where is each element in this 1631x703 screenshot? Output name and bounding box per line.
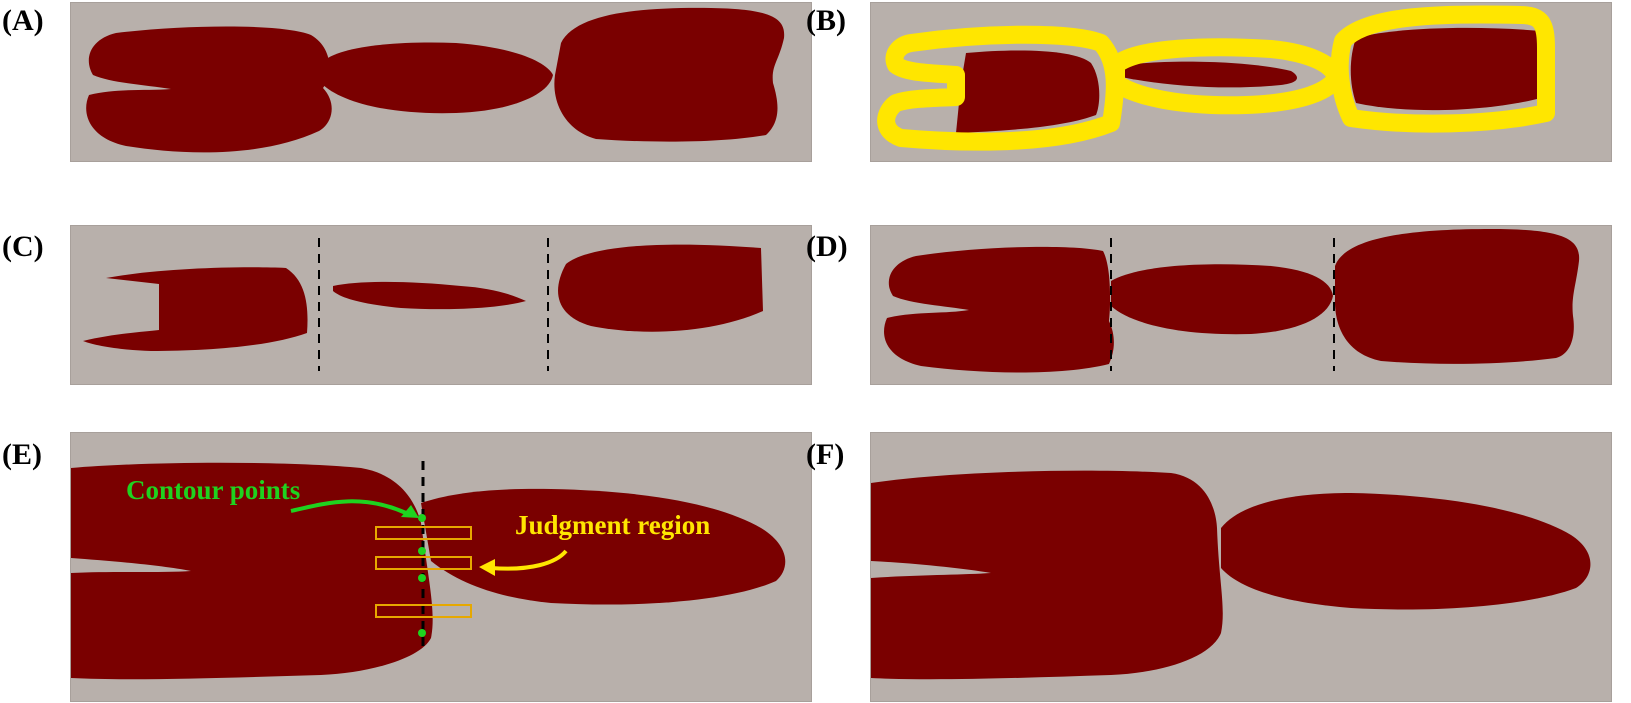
blob-right-eroded bbox=[558, 244, 763, 332]
blob-middle bbox=[321, 42, 553, 114]
blob-right-separated bbox=[1221, 493, 1591, 610]
blob-right-split bbox=[1334, 229, 1580, 364]
blob-middle-split bbox=[1111, 264, 1333, 335]
panel-d-canvas bbox=[884, 229, 1580, 373]
judgment-region-annotation: Judgment region bbox=[515, 510, 711, 540]
panel-b-canvas bbox=[877, 5, 1555, 151]
yellow-arrowhead bbox=[479, 559, 495, 576]
panel-d bbox=[870, 225, 1612, 385]
blob-left bbox=[86, 26, 332, 153]
panel-b-label: (B) bbox=[806, 4, 846, 37]
panel-e-label: (E) bbox=[2, 438, 42, 471]
panel-c bbox=[70, 225, 812, 385]
blob-left-eroded bbox=[83, 267, 308, 351]
panel-e: Contour points Judgment region bbox=[70, 432, 812, 702]
contour-band-left bbox=[877, 25, 1124, 151]
panel-a-label: (A) bbox=[2, 4, 44, 37]
contour-point-3 bbox=[418, 574, 426, 582]
blob-right bbox=[554, 7, 785, 142]
blob-left-separated bbox=[871, 470, 1223, 680]
panel-f bbox=[870, 432, 1612, 702]
panel-a-canvas bbox=[86, 7, 785, 153]
panel-f-canvas bbox=[871, 470, 1591, 680]
panel-b bbox=[870, 2, 1612, 162]
blob-right-inner bbox=[1350, 27, 1541, 111]
blob-middle-eroded bbox=[333, 281, 526, 310]
green-arrow bbox=[290, 499, 407, 515]
panel-f-label: (F) bbox=[806, 438, 845, 471]
contour-band-right bbox=[1330, 5, 1555, 133]
blob-left-inner bbox=[956, 50, 1100, 133]
contour-points-annotation: Contour points bbox=[126, 475, 301, 505]
judgment-region-2 bbox=[375, 556, 472, 570]
panel-c-canvas bbox=[83, 238, 763, 371]
panel-c-label: (C) bbox=[2, 230, 44, 263]
blob-right-zoom bbox=[421, 488, 786, 605]
panel-a bbox=[70, 2, 812, 162]
blob-left-split bbox=[884, 246, 1114, 373]
green-arrowhead bbox=[401, 505, 419, 518]
contour-point-1 bbox=[418, 514, 426, 522]
contour-point-4 bbox=[418, 629, 426, 637]
panel-d-label: (D) bbox=[806, 230, 848, 263]
panel-e-canvas bbox=[71, 461, 786, 680]
judgment-region-3 bbox=[375, 604, 472, 618]
blob-left-zoom bbox=[71, 462, 433, 680]
blob-middle-inner bbox=[1121, 61, 1297, 88]
judgment-region-1 bbox=[375, 526, 472, 540]
yellow-arrow bbox=[490, 549, 568, 571]
contour-point-2 bbox=[418, 547, 426, 555]
